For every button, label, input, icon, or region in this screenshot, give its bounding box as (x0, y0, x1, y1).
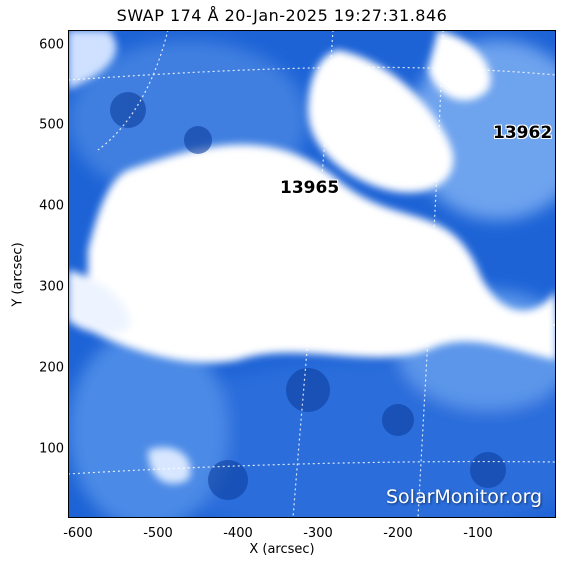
x-tick-label: -200 (383, 526, 413, 541)
y-axis-label: Y (arcsec) (10, 242, 26, 307)
x-axis-label: X (arcsec) (249, 542, 315, 557)
ar-label-13962: 13962 (493, 123, 553, 143)
dark-texture (110, 92, 506, 500)
x-tick-label: -600 (63, 526, 93, 541)
heliographic-grid (68, 30, 556, 518)
x-tick-label: -100 (463, 526, 493, 541)
watermark: SolarMonitor.org (386, 486, 543, 508)
x-tick-label: -300 (303, 526, 333, 541)
y-tick-label: 100 (39, 441, 64, 457)
x-tick-label: -400 (223, 526, 253, 541)
image-title: SWAP 174 Å 20-Jan-2025 19:27:31.846 (116, 6, 448, 25)
solar-image-svg (68, 30, 556, 518)
y-tick-label: 300 (39, 279, 64, 295)
x-tick-label: -500 (143, 526, 173, 541)
y-tick-label: 200 (39, 360, 64, 376)
y-tick-label: 400 (39, 198, 64, 214)
bright-loops (68, 30, 556, 484)
y-tick-label: 600 (39, 37, 64, 53)
solar-image-panel (68, 30, 556, 518)
y-tick-label: 500 (39, 117, 64, 133)
ar-label-13965: 13965 (280, 178, 340, 198)
